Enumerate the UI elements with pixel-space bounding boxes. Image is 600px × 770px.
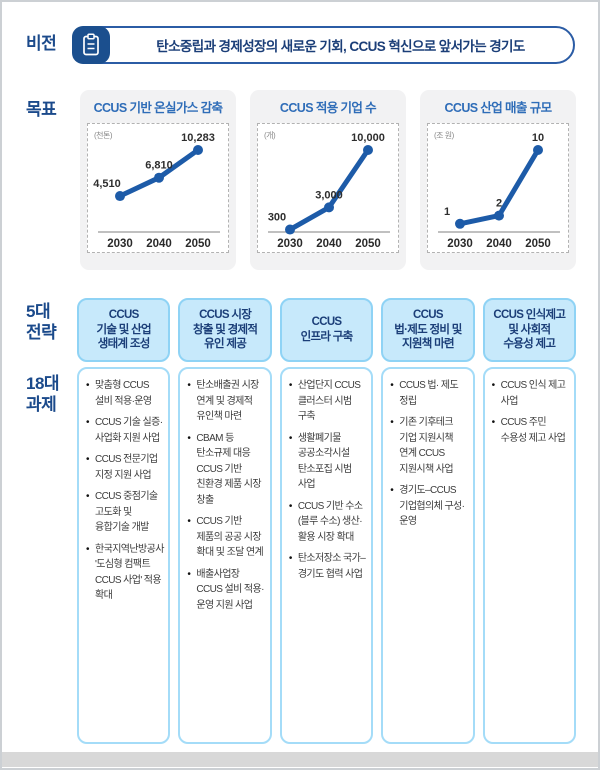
task-item: 경기도–CCUS 기업협의체 구성·운영 [390, 483, 468, 530]
task-item: CCUS 기반 제품의 공공 시장 확대 및 조달 연계 [187, 514, 265, 561]
svg-text:300: 300 [268, 212, 286, 224]
task-item: CCUS 기반 수소(블루 수소) 생산·활용 시장 확대 [289, 499, 367, 546]
task-item: 탄소저장소 국가–경기도 협력 사업 [289, 551, 367, 582]
strategy-column-ecosystem: CCUS 기술 및 산업 생태계 조성 맞춤형 CCUS 설비 적용·운영 CCU… [77, 298, 171, 744]
vision-text: 탄소중립과 경제성장의 새로운 기회, CCUS 혁신으로 앞서가는 경기도 [156, 39, 525, 54]
task-list: CCUS 법· 제도 정립기존 기후테크 기업 지원시책 연계 CCUS 지원시… [383, 369, 472, 542]
chart-box: (조 원) 2030 2040 2050 1 2 10 [427, 123, 569, 253]
strategies-label: 5대 전략 [26, 302, 57, 342]
task-item: CCUS 중점기술 고도화 및 융합기술 개발 [86, 489, 164, 536]
strategy-header: CCUS 법·제도 정비 및 지원책 마련 [381, 298, 475, 362]
task-box: 산업단지 CCUS 클러스터 시범 구축생활폐기물 공공소각시설 탄소포집 시범… [279, 367, 374, 744]
svg-text:2: 2 [496, 198, 502, 210]
task-list: 맞춤형 CCUS 설비 적용·운영 CCUS 기술 실증·사업화 지원 사업 CCU… [79, 369, 168, 616]
chart-title: CCUS 기반 온실가스 감축 [93, 101, 223, 115]
svg-text:10,283: 10,283 [181, 132, 215, 144]
goal-card-revenue: CCUS 산업 매출 규모 (조 원) 2030 2040 2050 1 2 10 [420, 90, 576, 270]
svg-text:2050: 2050 [525, 238, 551, 250]
task-item: 산업단지 CCUS 클러스터 시범 구축 [289, 378, 367, 425]
goals-label: 목표 [26, 100, 57, 119]
svg-text:2030: 2030 [447, 238, 473, 250]
strategy-column-awareness: CCUS 인식제고 및 사회적 수용성 제고 CCUS 인식 제고 사업CCUS… [482, 298, 577, 744]
task-item: CCUS 전문기업 지정 지원 사업 [86, 452, 164, 483]
task-item: 생활폐기물 공공소각시설 탄소포집 시범 사업 [289, 431, 367, 493]
task-item: CCUS 인식 제고 사업 [492, 378, 570, 409]
strategy-header: CCUS 인식제고 및 사회적 수용성 제고 [482, 298, 577, 362]
strategy-header: CCUS 시장 창출 및 경제적 유인 제공 [178, 298, 272, 362]
task-item: CCUS 기술 실증·사업화 지원 사업 [86, 415, 164, 446]
goal-chart-revenue: (조 원) 2030 2040 2050 1 2 10 [434, 131, 560, 250]
chart-box: (천톤) 2030 2040 2050 4,510 6,810 10,283 [87, 123, 229, 253]
strategy-header: CCUS 기술 및 산업 생태계 조성 [77, 298, 171, 362]
svg-text:2050: 2050 [355, 238, 381, 250]
strategy-columns: CCUS 기술 및 산업 생태계 조성 맞춤형 CCUS 설비 적용·운영 CCU… [77, 298, 577, 744]
svg-text:2040: 2040 [486, 238, 512, 250]
task-item: 맞춤형 CCUS 설비 적용·운영 [86, 378, 164, 409]
svg-text:2030: 2030 [107, 238, 133, 250]
task-list: CCUS 인식 제고 사업 CCUS 주민 수용성 제고 사업 [485, 369, 574, 458]
task-item: CBAM 등 탄소규제 대응 CCUS 기반 친환경 제품 시장 창출 [187, 431, 265, 509]
task-item: 배출사업장 CCUS 설비 적용·운영 지원 사업 [187, 567, 265, 614]
task-box: CCUS 법· 제도 정립기존 기후테크 기업 지원시책 연계 CCUS 지원시… [381, 367, 475, 744]
chart-title: CCUS 산업 매출 규모 [444, 101, 552, 115]
task-item: 기존 기후테크 기업 지원시책 연계 CCUS 지원시책 사업 [390, 415, 468, 477]
svg-text:6,810: 6,810 [145, 160, 173, 172]
svg-text:1: 1 [444, 206, 450, 218]
task-item: 한국지역난방공사 '도심형 컴팩트 CCUS 사업' 적용 확대 [86, 542, 164, 604]
vision-label: 비전 [26, 34, 57, 53]
svg-text:2040: 2040 [316, 238, 342, 250]
svg-text:10,000: 10,000 [351, 132, 385, 144]
strategy-column-market: CCUS 시장 창출 및 경제적 유인 제공 탄소배출권 시장 연계 및 경제적… [178, 298, 272, 744]
vision-banner: 탄소중립과 경제성장의 새로운 기회, CCUS 혁신으로 앞서가는 경기도 [72, 26, 575, 64]
svg-text:2030: 2030 [277, 238, 303, 250]
task-list: 산업단지 CCUS 클러스터 시범 구축생활폐기물 공공소각시설 탄소포집 시범… [282, 369, 371, 594]
strategy-header: CCUS 인프라 구축 [279, 298, 374, 362]
goal-card-emissions: CCUS 기반 온실가스 감축 (천톤) 2030 2040 2050 4,510 6,8… [80, 90, 236, 270]
svg-text:4,510: 4,510 [93, 178, 121, 190]
chart-box: (개) 2030 2040 2050 300 3,000 10,000 [257, 123, 399, 253]
svg-text:10: 10 [532, 132, 544, 144]
goal-card-companies: CCUS 적용 기업 수 (개) 2030 2040 2050 300 3,000 10,0… [250, 90, 406, 270]
goal-chart-companies: (개) 2030 2040 2050 300 3,000 10,000 [264, 130, 390, 250]
svg-text:(조 원): (조 원) [434, 131, 455, 140]
svg-text:2040: 2040 [146, 238, 172, 250]
svg-text:(개): (개) [264, 130, 276, 140]
strategy-column-infra: CCUS 인프라 구축 산업단지 CCUS 클러스터 시범 구축생활폐기물 공공… [279, 298, 374, 744]
goal-chart-emissions: (천톤) 2030 2040 2050 4,510 6,810 10,283 [93, 130, 220, 250]
task-list: 탄소배출권 시장 연계 및 경제적 유인책 마련 CBAM 등 탄소규제 대응 C… [180, 369, 269, 625]
goal-cards: CCUS 기반 온실가스 감축 (천톤) 2030 2040 2050 4,510 6,8… [80, 90, 576, 270]
tasks-label: 18대 과제 [26, 374, 60, 414]
task-box: 맞춤형 CCUS 설비 적용·운영 CCUS 기술 실증·사업화 지원 사업 CCU… [77, 367, 171, 744]
svg-text:2050: 2050 [185, 238, 211, 250]
bottom-strip [2, 752, 598, 767]
svg-text:3,000: 3,000 [315, 189, 343, 201]
task-box: 탄소배출권 시장 연계 및 경제적 유인책 마련 CBAM 등 탄소규제 대응 C… [178, 367, 272, 744]
chart-title: CCUS 적용 기업 수 [279, 101, 377, 115]
task-item: 탄소배출권 시장 연계 및 경제적 유인책 마련 [187, 378, 265, 425]
strategy-column-legal: CCUS 법·제도 정비 및 지원책 마련 CCUS 법· 제도 정립기존 기후… [381, 298, 475, 744]
clipboard-icon [72, 26, 110, 64]
svg-text:(천톤): (천톤) [94, 130, 113, 140]
task-box: CCUS 인식 제고 사업 CCUS 주민 수용성 제고 사업 [482, 367, 577, 744]
task-item: CCUS 법· 제도 정립 [390, 378, 468, 409]
task-item: CCUS 주민 수용성 제고 사업 [492, 415, 570, 446]
